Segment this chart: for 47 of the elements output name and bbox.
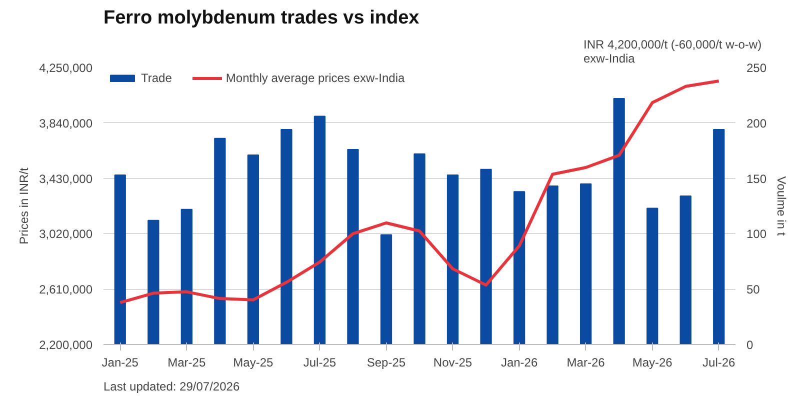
bar <box>414 153 426 344</box>
bar <box>613 98 625 344</box>
x-tick-label: Sep-25 <box>366 356 406 370</box>
bar <box>680 196 692 344</box>
chart-title: Ferro molybdenum trades vs index <box>104 8 420 28</box>
bar <box>214 138 226 344</box>
y-tick-label: 3,840,000 <box>39 116 93 130</box>
bar <box>580 183 592 344</box>
y2-tick-label: 0 <box>746 338 754 352</box>
bar <box>713 129 725 344</box>
x-tick-label: Jan-25 <box>102 356 139 370</box>
y2-tick-label: 250 <box>746 61 767 75</box>
x-tick-label: Jul-26 <box>702 356 736 370</box>
x-tick-label: Mar-25 <box>168 356 206 370</box>
y-tick-label: 2,200,000 <box>39 338 93 352</box>
y2-tick-label: 200 <box>746 116 767 130</box>
legend-label: Trade <box>141 71 172 85</box>
legend-label: Monthly average prices exw-India <box>226 71 405 85</box>
x-tick-label: May-26 <box>632 356 673 370</box>
bar <box>480 168 492 344</box>
y-tick-label: 3,020,000 <box>39 227 93 242</box>
y-tick-label: 3,430,000 <box>39 172 93 186</box>
y-tick-label: 4,250,000 <box>39 61 93 75</box>
bar <box>180 208 192 344</box>
x-tick-label: May-25 <box>233 356 274 370</box>
y2-tick-label: 100 <box>746 227 767 242</box>
bar <box>247 154 260 344</box>
y-tick-label: 2,610,000 <box>39 282 93 297</box>
bar <box>646 208 658 344</box>
y2-tick-label: 150 <box>746 172 767 186</box>
text: Last updated: 29/07/2026 <box>104 380 240 394</box>
bar <box>446 174 459 344</box>
bar <box>314 116 326 344</box>
x-tick-label: Nov-25 <box>433 356 472 370</box>
x-tick-label: Jan-26 <box>500 356 538 370</box>
bar <box>114 174 126 344</box>
bar <box>513 191 526 344</box>
x-tick-label: Mar-26 <box>566 356 606 370</box>
bar <box>280 129 292 344</box>
y2-tick-label: 50 <box>746 282 760 297</box>
bar <box>148 220 160 344</box>
x-tick-label: Jul-25 <box>303 356 336 370</box>
bar <box>380 234 392 344</box>
bar <box>347 148 359 344</box>
y-axis-title: Prices in INR/t <box>17 166 32 244</box>
y2-axis-title: Voulme in t <box>774 176 789 236</box>
bar <box>546 186 558 344</box>
